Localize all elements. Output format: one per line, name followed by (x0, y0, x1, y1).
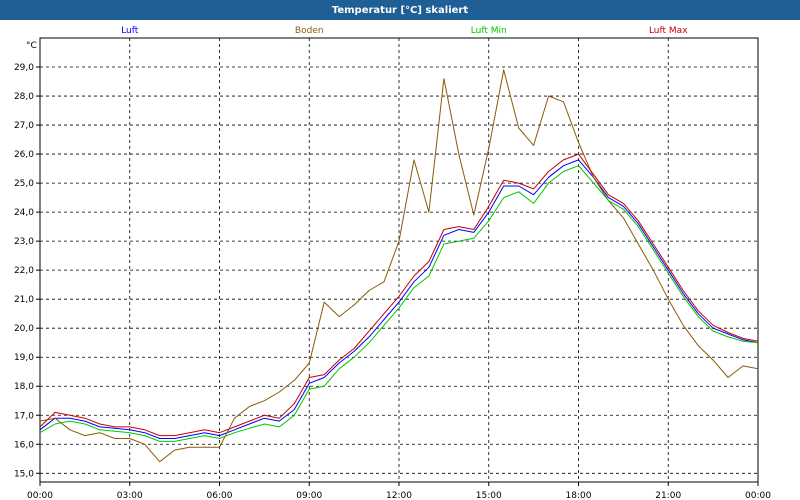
x-tick-time: 21:00 (655, 491, 681, 500)
y-tick-label: 20,0 (14, 324, 34, 334)
x-tick-time: 09:00 (296, 491, 322, 500)
legend-entry: Luft Max (649, 26, 688, 36)
legend-entry: Luft (121, 26, 139, 36)
y-axis-ticks: 15,0 16,0 17,0 18,0 19,0 20,0 21,0 22,0 23,0 24,0… (14, 63, 40, 479)
x-tick-time: 12:00 (386, 491, 412, 500)
y-tick-label: 17,0 (14, 411, 34, 421)
legend: Luft Boden Luft Min Luft Max (121, 26, 688, 36)
series-line-luft-min (39, 165, 759, 442)
y-tick-label: 23,0 (14, 237, 34, 247)
grid-lines (40, 38, 758, 482)
y-tick-label: 16,0 (14, 440, 34, 450)
x-axis-ticks: 00:0012.07.1803:0012.07.1806:0012.07.180… (27, 482, 771, 500)
y-axis-unit-label: °C (26, 41, 37, 51)
x-tick-time: 00:00 (745, 491, 771, 500)
y-tick-label: 24,0 (14, 208, 34, 218)
x-tick-time: 06:00 (207, 491, 233, 500)
temperature-chart: 15,0 16,0 17,0 18,0 19,0 20,0 21,0 22,0 23,0 24,0… (14, 26, 771, 500)
y-tick-label: 25,0 (14, 179, 34, 189)
y-tick-label: 26,0 (14, 150, 34, 160)
y-tick-label: 28,0 (14, 92, 34, 102)
x-tick-time: 15:00 (476, 491, 502, 500)
x-tick-time: 00:00 (27, 491, 53, 500)
y-tick-label: 27,0 (14, 121, 34, 131)
chart-title: Temperatur [°C] skaliert (0, 0, 800, 20)
y-tick-label: 29,0 (14, 63, 34, 73)
series-line-luft (39, 159, 759, 439)
y-tick-label: 15,0 (14, 469, 34, 479)
series-line-luft-max (39, 153, 759, 437)
legend-entry: Luft Min (471, 26, 507, 36)
y-tick-label: 21,0 (14, 295, 34, 305)
legend-entry: Boden (295, 26, 324, 36)
series-line-boden (39, 69, 759, 463)
x-tick-time: 18:00 (566, 491, 592, 500)
y-tick-label: 18,0 (14, 382, 34, 392)
x-tick-time: 03:00 (117, 491, 143, 500)
y-tick-label: 19,0 (14, 353, 34, 363)
series-lines (39, 69, 759, 463)
y-tick-label: 22,0 (14, 266, 34, 276)
